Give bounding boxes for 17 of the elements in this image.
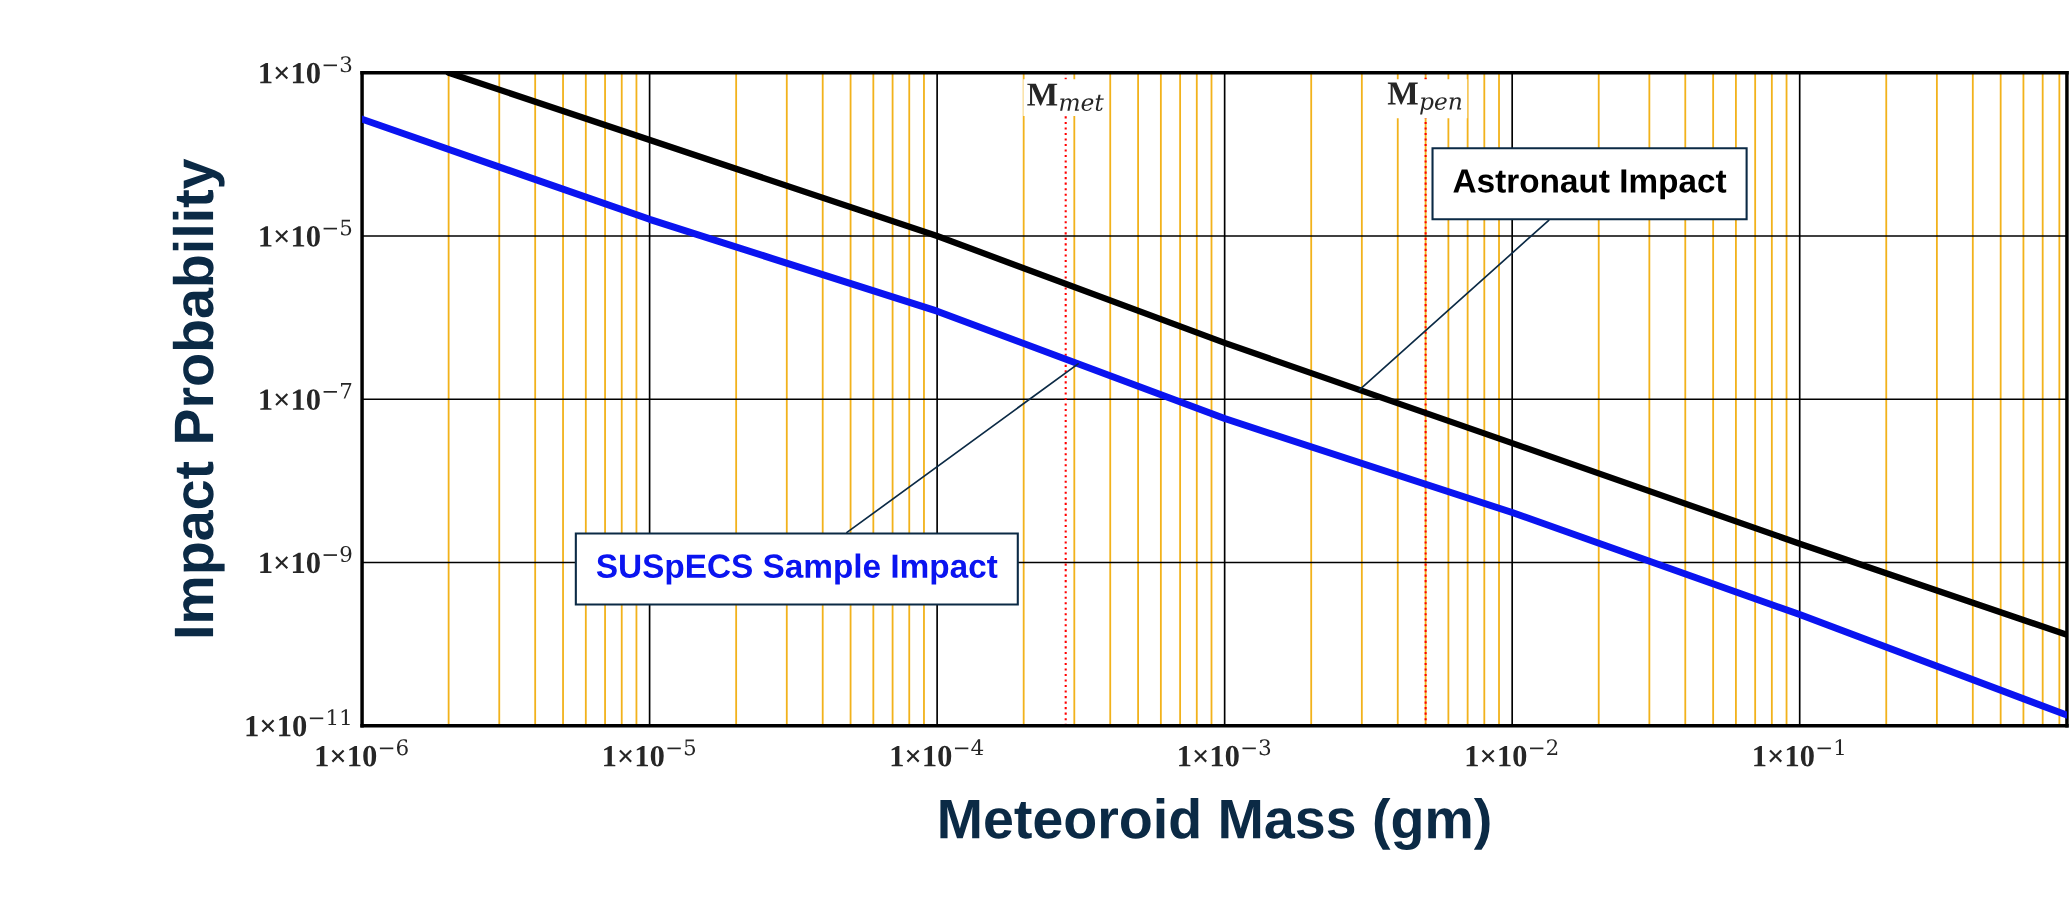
x-tick-label: 1×10$^{−6}$	[316, 739, 408, 767]
x-tick-label: 1×10$^{−4}$	[891, 739, 984, 767]
x-tick-label: 1×10$^{−5}$	[604, 739, 696, 767]
text: SUSpECS Sample Impact	[596, 553, 998, 585]
ref-line-label: M$_{pen}$	[1387, 82, 1462, 115]
y-tick-label: 1×10$^{−5}$	[260, 219, 352, 247]
x-tick-label: 1×10$^{−1}$	[1754, 739, 1844, 767]
x-axis-title: Meteoroid Mass (gm)	[940, 797, 1490, 850]
text: Astronaut Impact	[1453, 169, 1727, 200]
y-tick-label: 1×10$^{−7}$	[260, 382, 352, 410]
ref-line-label: M$_{met}$	[1027, 83, 1104, 112]
y-axis-title: Impact Probability	[172, 158, 225, 637]
x-tick-label: 1×10$^{−3}$	[1179, 739, 1271, 767]
y-tick-label: 1×10$^{−11}$	[246, 709, 350, 737]
y-tick-label: 1×10$^{−3}$	[260, 56, 352, 84]
y-tick-label: 1×10$^{−9}$	[260, 545, 352, 574]
x-tick-label: 1×10$^{−2}$	[1466, 739, 1558, 767]
